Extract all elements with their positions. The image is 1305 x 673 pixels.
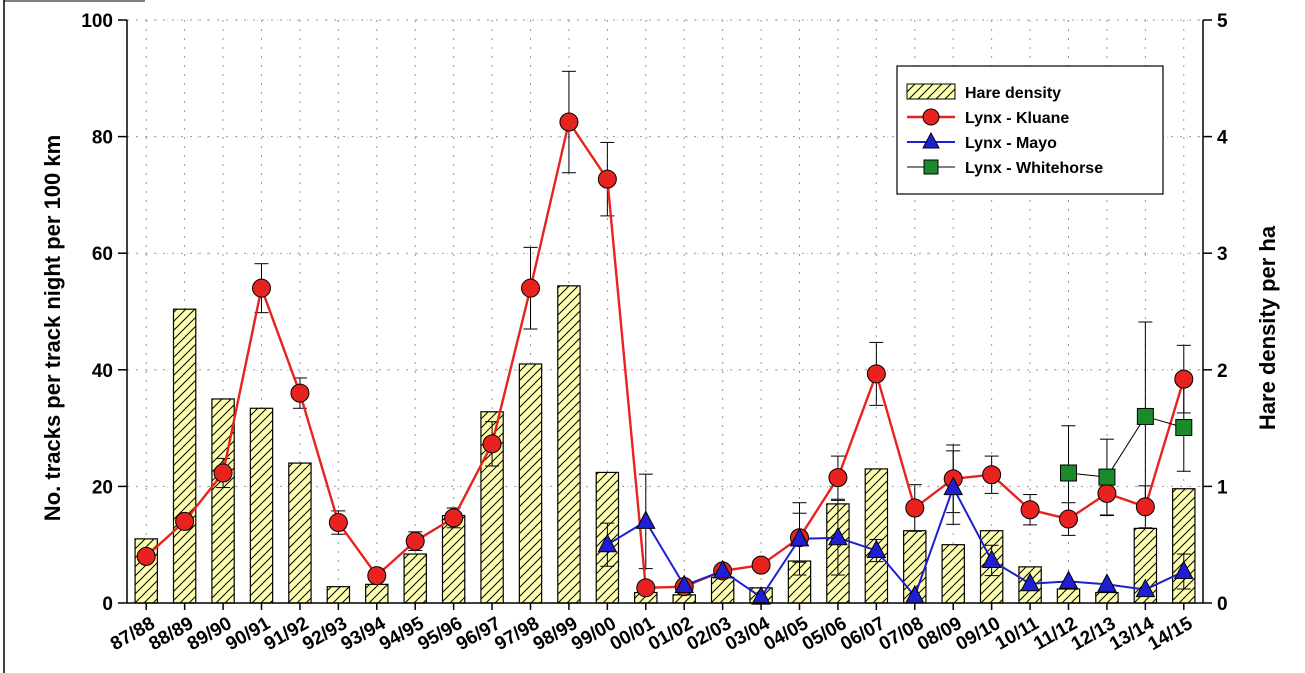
line-lynx-mayo	[606, 486, 1185, 599]
marker-lynx-kluane-87/88	[136, 546, 156, 566]
marker-lynx-kluane-96/97	[482, 434, 502, 454]
marker-lynx-kluane-91/92	[290, 383, 310, 403]
tick-label-y-right: 5	[1217, 11, 1228, 32]
marker-lynx-mayo-01/02	[674, 574, 695, 594]
tick-label-y-right: 0	[1217, 594, 1228, 615]
axes	[3, 0, 1212, 673]
marker-lynx-kluane-12/13	[1097, 483, 1117, 503]
tick-label-y-right: 4	[1217, 128, 1228, 149]
bar-02/03	[710, 576, 735, 604]
marker-lynx-mayo-08/09	[943, 476, 964, 496]
marker-lynx-mayo-02/03	[712, 559, 733, 579]
marker-lynx-kluane-93/94	[367, 566, 387, 586]
marker-lynx-kluane-00/01	[636, 578, 656, 598]
line-markers	[136, 112, 1194, 605]
marker-lynx-mayo-12/13	[1097, 573, 1117, 592]
marker-lynx-mayo-04/05	[789, 527, 810, 547]
marker-lynx-kluane-99/00	[597, 169, 617, 189]
marker-lynx-whitehorse-12/13	[1098, 468, 1116, 486]
marker-lynx-whitehorse-11/12	[1060, 464, 1077, 482]
marker-lynx-kluane-11/12	[1059, 509, 1078, 529]
tick-label-y-left: 100	[81, 11, 113, 32]
marker-lynx-kluane-09/10	[982, 465, 1002, 485]
legend-label-hare-density: Hare density	[965, 85, 1061, 102]
bar-92/93	[326, 586, 351, 604]
bar-06/07	[864, 468, 889, 604]
marker-lynx-kluane-89/90	[213, 463, 233, 483]
tick-label-y-right: 2	[1217, 361, 1228, 382]
bar-88/89	[172, 308, 197, 604]
y-axis-right-title: Hare density per ha	[1255, 225, 1280, 430]
marker-lynx-kluane-98/99	[559, 112, 579, 132]
legend-label-lynx-mayo: Lynx - Mayo	[965, 135, 1057, 152]
marker-lynx-mayo-99/00	[597, 533, 618, 553]
marker-lynx-kluane-95/96	[444, 508, 464, 528]
bar-98/99	[557, 285, 581, 604]
marker-lynx-kluane-07/08	[905, 498, 925, 518]
marker-lynx-kluane-03/04	[751, 555, 771, 575]
marker-lynx-kluane-05/06	[828, 468, 848, 488]
marker-lynx-kluane-94/95	[405, 531, 425, 551]
marker-lynx-kluane-10/11	[1020, 500, 1040, 520]
tick-label-x-14/15: 14/15	[1145, 613, 1197, 655]
marker-lynx-mayo-06/07	[866, 539, 887, 559]
marker-lynx-mayo-05/06	[828, 526, 848, 546]
marker-lynx-whitehorse-14/15	[1175, 419, 1193, 437]
bar-93/94	[365, 583, 389, 604]
tick-label-y-left: 20	[92, 477, 113, 498]
bar-08/09	[941, 544, 965, 604]
marker-lynx-kluane-14/15	[1174, 369, 1194, 389]
marker-lynx-mayo-11/12	[1058, 570, 1079, 589]
bar-95/96	[441, 514, 466, 604]
tick-label-y-right: 3	[1217, 244, 1228, 265]
legend-label-lynx-kluane: Lynx - Kluane	[965, 110, 1069, 127]
marker-lynx-kluane-06/07	[866, 364, 886, 384]
line-lynx-whitehorse	[1068, 415, 1184, 478]
marker-lynx-mayo-10/11	[1020, 572, 1040, 592]
tick-label-y-left: 60	[92, 244, 113, 265]
bar-12/13	[1095, 591, 1119, 604]
line-series	[145, 120, 1185, 599]
tick-label-y-left: 40	[92, 361, 113, 382]
bar-97/98	[518, 363, 543, 604]
marker-lynx-kluane-88/89	[175, 511, 195, 531]
legend-swatch-hare-density	[906, 83, 956, 100]
marker-lynx-whitehorse-13/14	[1136, 407, 1154, 425]
line-lynx-kluane	[145, 120, 1185, 590]
legend-marker-lynx-whitehorse	[923, 159, 939, 175]
legend-label-lynx-whitehorse: Lynx - Whitehorse	[965, 160, 1103, 177]
marker-lynx-mayo-14/15	[1173, 560, 1194, 580]
marker-lynx-kluane-97/98	[521, 278, 540, 298]
marker-lynx-kluane-13/14	[1135, 497, 1155, 517]
tick-label-y-left: 0	[102, 594, 113, 615]
bar-11/12	[1056, 588, 1081, 604]
legend-marker-lynx-kluane	[922, 108, 940, 126]
tick-label-y-right: 1	[1217, 477, 1228, 498]
marker-lynx-mayo-00/01	[635, 510, 656, 529]
marker-lynx-kluane-92/93	[328, 513, 348, 533]
bar-89/90	[211, 398, 235, 604]
marker-lynx-mayo-09/10	[981, 549, 1002, 568]
y-axis-left-title: No. tracks per track night per 100 km	[40, 135, 65, 521]
bar-90/91	[249, 407, 274, 604]
marker-lynx-mayo-13/14	[1135, 578, 1156, 598]
tick-label-y-left: 80	[92, 128, 113, 149]
marker-lynx-kluane-90/91	[252, 278, 271, 298]
bar-91/92	[288, 462, 312, 604]
legend: Hare density Lynx - Kluane Lynx - Mayo Lynx…	[896, 65, 1164, 195]
bar-series-hare-density	[134, 285, 1196, 604]
bar-94/95	[403, 553, 427, 604]
legend-marker-lynx-mayo	[922, 131, 940, 149]
